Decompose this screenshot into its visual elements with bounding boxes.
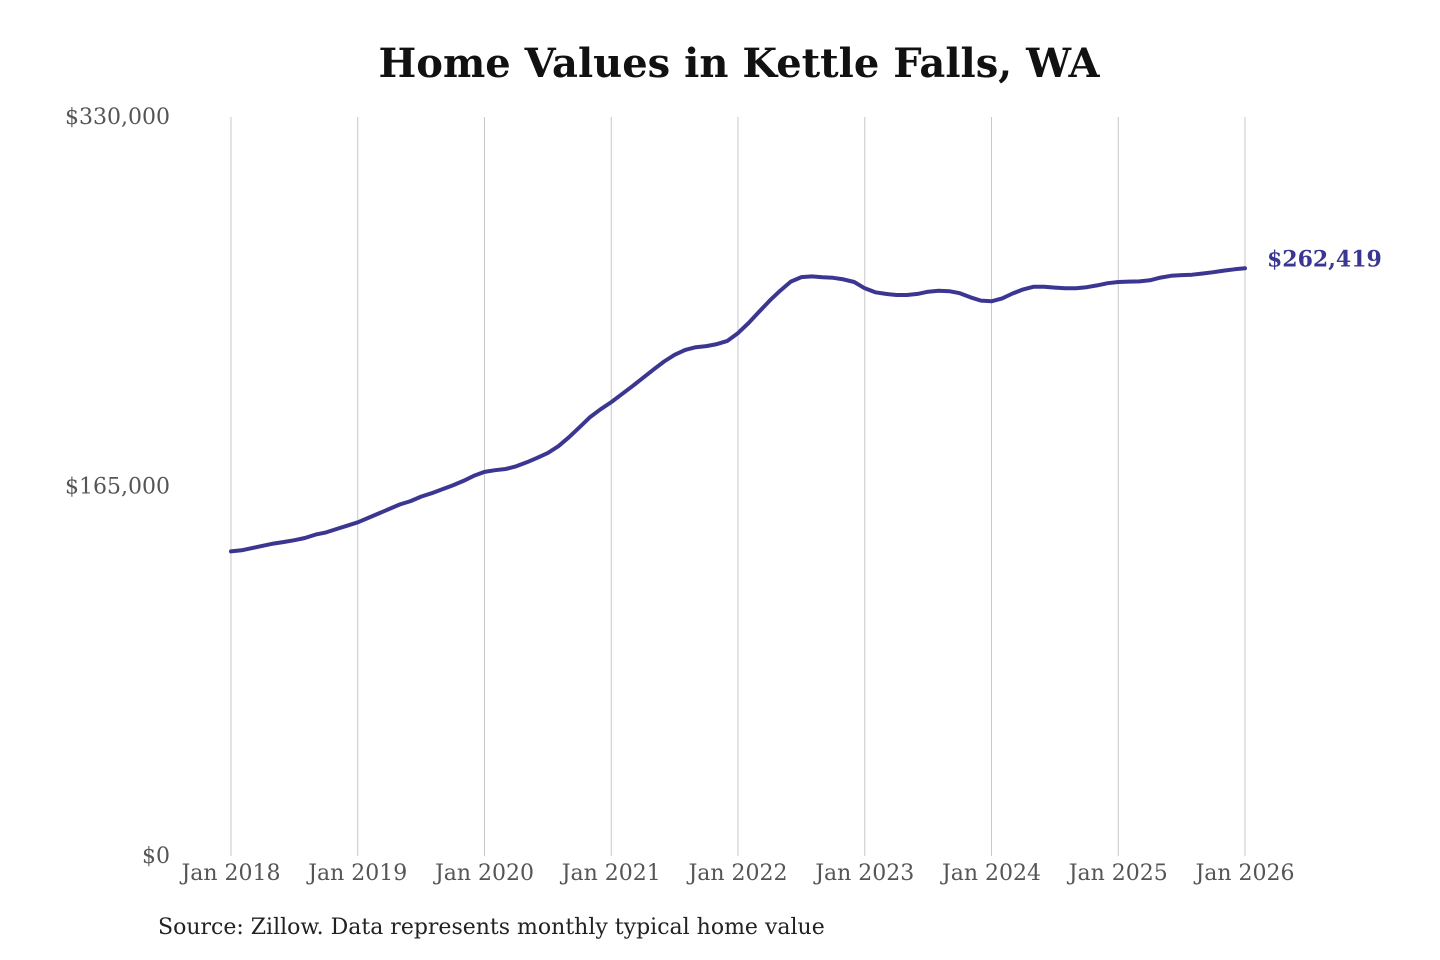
y-tick-label: $165,000 <box>65 475 170 500</box>
x-axis-ticks: Jan 2018 Jan 2019 Jan 2020 Jan 2021 Jan 2022… <box>179 861 1294 886</box>
x-tick-label: Jan 2019 <box>306 861 407 886</box>
end-value-label: $262,419 <box>1267 246 1382 272</box>
x-tick-label: Jan 2026 <box>1193 861 1294 886</box>
x-tick-label: Jan 2021 <box>560 861 661 886</box>
y-tick-label: $0 <box>142 844 170 869</box>
series-line-home-value <box>229 266 1247 554</box>
grid-lines <box>230 117 1246 856</box>
x-tick-label: Jan 2025 <box>1067 861 1168 886</box>
x-tick-label: Jan 2022 <box>686 861 787 886</box>
y-axis-ticks: $0 $165,000 $330,000 <box>65 105 170 869</box>
x-tick-label: Jan 2023 <box>813 861 914 886</box>
chart-title: Home Values in Kettle Falls, WA <box>378 40 1100 87</box>
x-tick-label: Jan 2024 <box>940 861 1041 886</box>
x-tick-label: Jan 2018 <box>179 861 280 886</box>
source-note: Source: Zillow. Data represents monthly … <box>158 915 825 940</box>
y-tick-label: $330,000 <box>65 105 170 130</box>
x-tick-label: Jan 2020 <box>433 861 534 886</box>
